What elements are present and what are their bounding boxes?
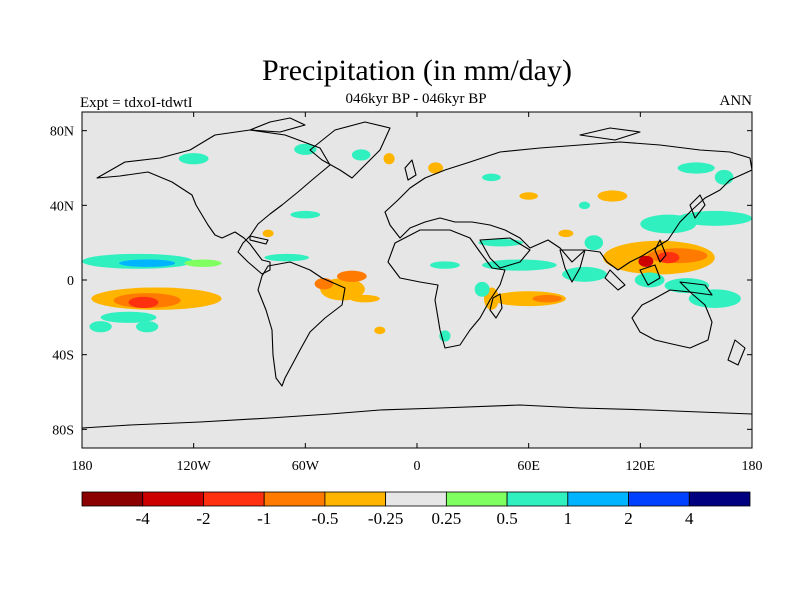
lon-tick-label: 60W (292, 459, 320, 474)
colorbar-label: 0.5 (496, 509, 517, 528)
precip-region (584, 235, 604, 251)
experiment-label: Expt = tdxoI-tdwtI (80, 95, 193, 111)
coastlines (82, 117, 752, 429)
precip-region (532, 294, 563, 303)
precip-region (482, 173, 501, 182)
precip-region (578, 201, 591, 210)
lon-tick-label: 0 (414, 459, 421, 474)
colorbar-swatch (445, 491, 508, 507)
precip-region (374, 326, 386, 335)
colorbar: -4 -2 -1 -0.5 -0.25 0.25 0.5 1 2 4 (81, 491, 751, 528)
precip-region (294, 143, 317, 155)
precip-region (428, 162, 444, 174)
precip-region (478, 238, 524, 247)
lat-tick-label: 40N (50, 199, 74, 214)
colorbar-label: 0.25 (431, 509, 461, 528)
colorbar-label: -1 (257, 509, 271, 528)
lat-tick-label: 80N (50, 125, 74, 140)
sumatra-coast (604, 269, 626, 291)
precip-region (314, 278, 334, 290)
precip-region (638, 255, 654, 267)
arabia-coast (479, 237, 531, 269)
cuba-coast (249, 235, 269, 245)
precip-region (262, 229, 274, 238)
colorbar-label: 1 (564, 509, 573, 528)
map-title: Precipitation (in mm/day) (262, 54, 572, 87)
precip-region (100, 311, 157, 323)
time-label: 046kyr BP - 046kyr BP (345, 91, 486, 107)
precip-region (519, 192, 538, 200)
precip-region (634, 272, 665, 288)
precip-region (351, 149, 371, 161)
colorbar-swatch (506, 491, 569, 507)
lat-tick-label: 0 (67, 274, 74, 289)
lon-tick-label: 180 (742, 459, 763, 474)
precip-region (119, 259, 176, 267)
colorbar-swatch (324, 491, 387, 507)
south-america-coast (257, 261, 346, 387)
colorbar-swatch (385, 491, 447, 507)
colorbar-swatch (567, 491, 629, 507)
colorbar-label: -0.25 (368, 509, 403, 528)
madagascar-coast (489, 293, 503, 319)
colorbar-label: -4 (136, 509, 151, 528)
precip-region (664, 278, 710, 294)
colorbar-swatch (688, 491, 751, 507)
precip-region (657, 252, 680, 264)
precip-region (350, 294, 380, 303)
colorbar-swatch (81, 491, 144, 507)
new-guinea-coast (679, 281, 713, 296)
india-coast (559, 249, 586, 283)
lon-tick-label: 120E (626, 459, 656, 474)
borneo-coast (639, 264, 661, 286)
japan-coast (689, 194, 706, 219)
colorbar-swatch (142, 491, 204, 507)
colorbar-swatch (263, 491, 326, 507)
colorbar-swatch (203, 491, 265, 507)
north-america-coast (96, 129, 331, 275)
lon-tick-label: 60E (517, 459, 540, 474)
greenland-coast (309, 121, 391, 179)
colorbar-label: 4 (685, 509, 694, 528)
colorbar-label: -2 (196, 509, 210, 528)
precipitation-field (82, 143, 752, 342)
colorbar-swatch (628, 491, 690, 507)
precip-region (184, 259, 222, 267)
arctic-islands-coast (249, 117, 641, 141)
precip-region (135, 321, 159, 333)
lon-tick-label: 180 (72, 459, 93, 474)
philippines-coast (654, 239, 667, 263)
eurasia-coast (384, 141, 752, 271)
precip-region (89, 321, 112, 333)
season-label: ANN (720, 93, 753, 109)
precip-region (597, 190, 628, 202)
precip-region (336, 270, 367, 282)
precip-region (688, 289, 741, 308)
lat-tick-label: 40S (52, 349, 74, 364)
precip-region (562, 266, 607, 282)
colorbar-label: 2 (624, 509, 633, 528)
precip-region (178, 153, 209, 165)
lat-tick-label: 80S (52, 423, 74, 438)
lon-tick-label: 120W (177, 459, 212, 474)
uk-coast (404, 159, 417, 181)
map-axes: 80N 40N 0 40S 80S 180 120W 60W 0 60E 120E 180 (50, 112, 763, 474)
precip-region (677, 210, 752, 226)
new-zealand-coast (727, 339, 746, 366)
precip-region (677, 162, 715, 174)
precip-region (430, 261, 460, 269)
antarctica-coast (82, 404, 752, 429)
precip-region (290, 210, 321, 219)
precip-region (264, 253, 310, 262)
precip-region (383, 153, 395, 165)
colorbar-label: -0.5 (311, 509, 338, 528)
precip-region (128, 296, 159, 308)
africa-coast (387, 229, 506, 349)
precip-region (474, 281, 490, 297)
precip-region (558, 229, 574, 238)
precip-region (714, 169, 734, 185)
